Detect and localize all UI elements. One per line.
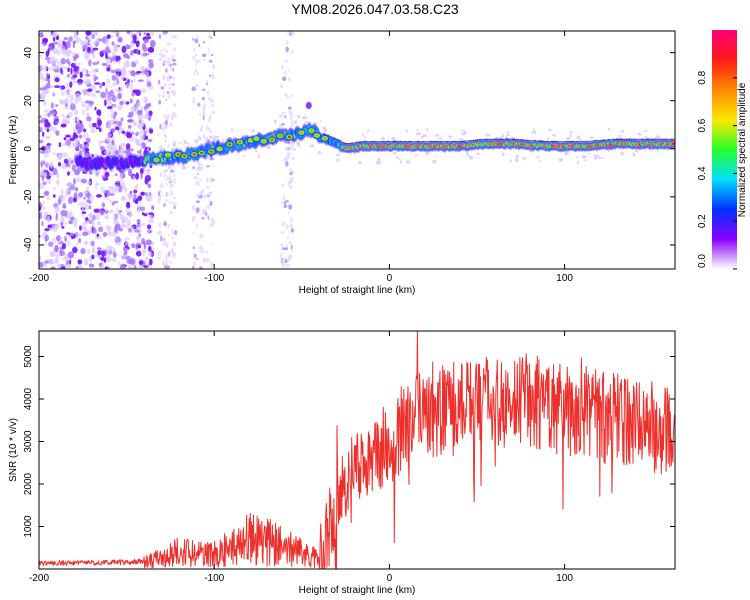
colorbar-gradient: [712, 30, 737, 269]
spectrogram-heatmap: [39, 31, 675, 269]
x-tick-label: -100: [204, 573, 224, 584]
snr-y-label: SNR (10 * v/v): [8, 418, 19, 482]
y-tick-label: -20: [23, 189, 34, 204]
y-tick-label: 1000: [23, 515, 34, 538]
colorbar-tick-label: 0.6: [697, 118, 708, 132]
y-tick-label: 5000: [23, 345, 34, 368]
x-tick-label: 0: [387, 573, 393, 584]
snr-panel: -200 -100 0 100 1000 2000 3000 4000 5000 Height…: [8, 330, 676, 596]
colorbar: 0.0 0.2 0.4 0.6 0.8 Normalized spectral ampl…: [697, 30, 748, 270]
spectrogram-y-axis: -40 -20 0 20 40: [23, 47, 675, 252]
snr-x-label: Height of straight line (km): [299, 585, 416, 596]
snr-y-axis: 1000 2000 3000 4000 5000: [23, 345, 675, 538]
spectrogram-ridge-edge: [322, 133, 674, 145]
spectrogram-x-label: Height of straight line (km): [299, 285, 416, 296]
x-tick-label: 100: [556, 573, 573, 584]
colorbar-tick-label: 0.4: [697, 166, 708, 180]
x-tick-label: -200: [29, 273, 49, 284]
figure-title: YM08.2026.047.03.58.C23: [291, 1, 459, 17]
y-tick-label: 0: [23, 146, 34, 152]
spectrogram-isolated-blob: [305, 102, 312, 109]
spectrogram-ridge: [74, 102, 675, 173]
x-tick-label: 100: [556, 273, 573, 284]
snr-series-line: [39, 331, 675, 569]
y-tick-label: 3000: [23, 430, 34, 453]
colorbar-tick-label: 0.0: [697, 254, 708, 268]
x-tick-label: 0: [387, 273, 393, 284]
colorbar-ticks: 0.0 0.2 0.4 0.6 0.8: [697, 70, 737, 270]
snr-frame: [38, 330, 676, 570]
colorbar-label: Normalized spectral amplitude: [737, 82, 748, 217]
snr-x-axis: -200 -100 0 100: [29, 331, 573, 584]
y-tick-label: 40: [23, 47, 34, 59]
spectrogram-x-axis: -200 -100 0 100: [29, 31, 573, 284]
colorbar-tick-label: 0.2: [697, 214, 708, 228]
y-tick-label: 20: [23, 95, 34, 107]
y-tick-label: 2000: [23, 472, 34, 495]
y-tick-label: -40: [23, 237, 34, 252]
x-tick-label: -200: [29, 573, 49, 584]
spectrogram-y-label: Frequency (Hz): [8, 116, 19, 185]
spectrogram-noise-speckle: [39, 31, 661, 269]
x-tick-label: -100: [204, 273, 224, 284]
y-tick-label: 4000: [23, 387, 34, 410]
colorbar-tick-label: 0.8: [697, 70, 708, 84]
spectrogram-frame: [38, 30, 676, 270]
